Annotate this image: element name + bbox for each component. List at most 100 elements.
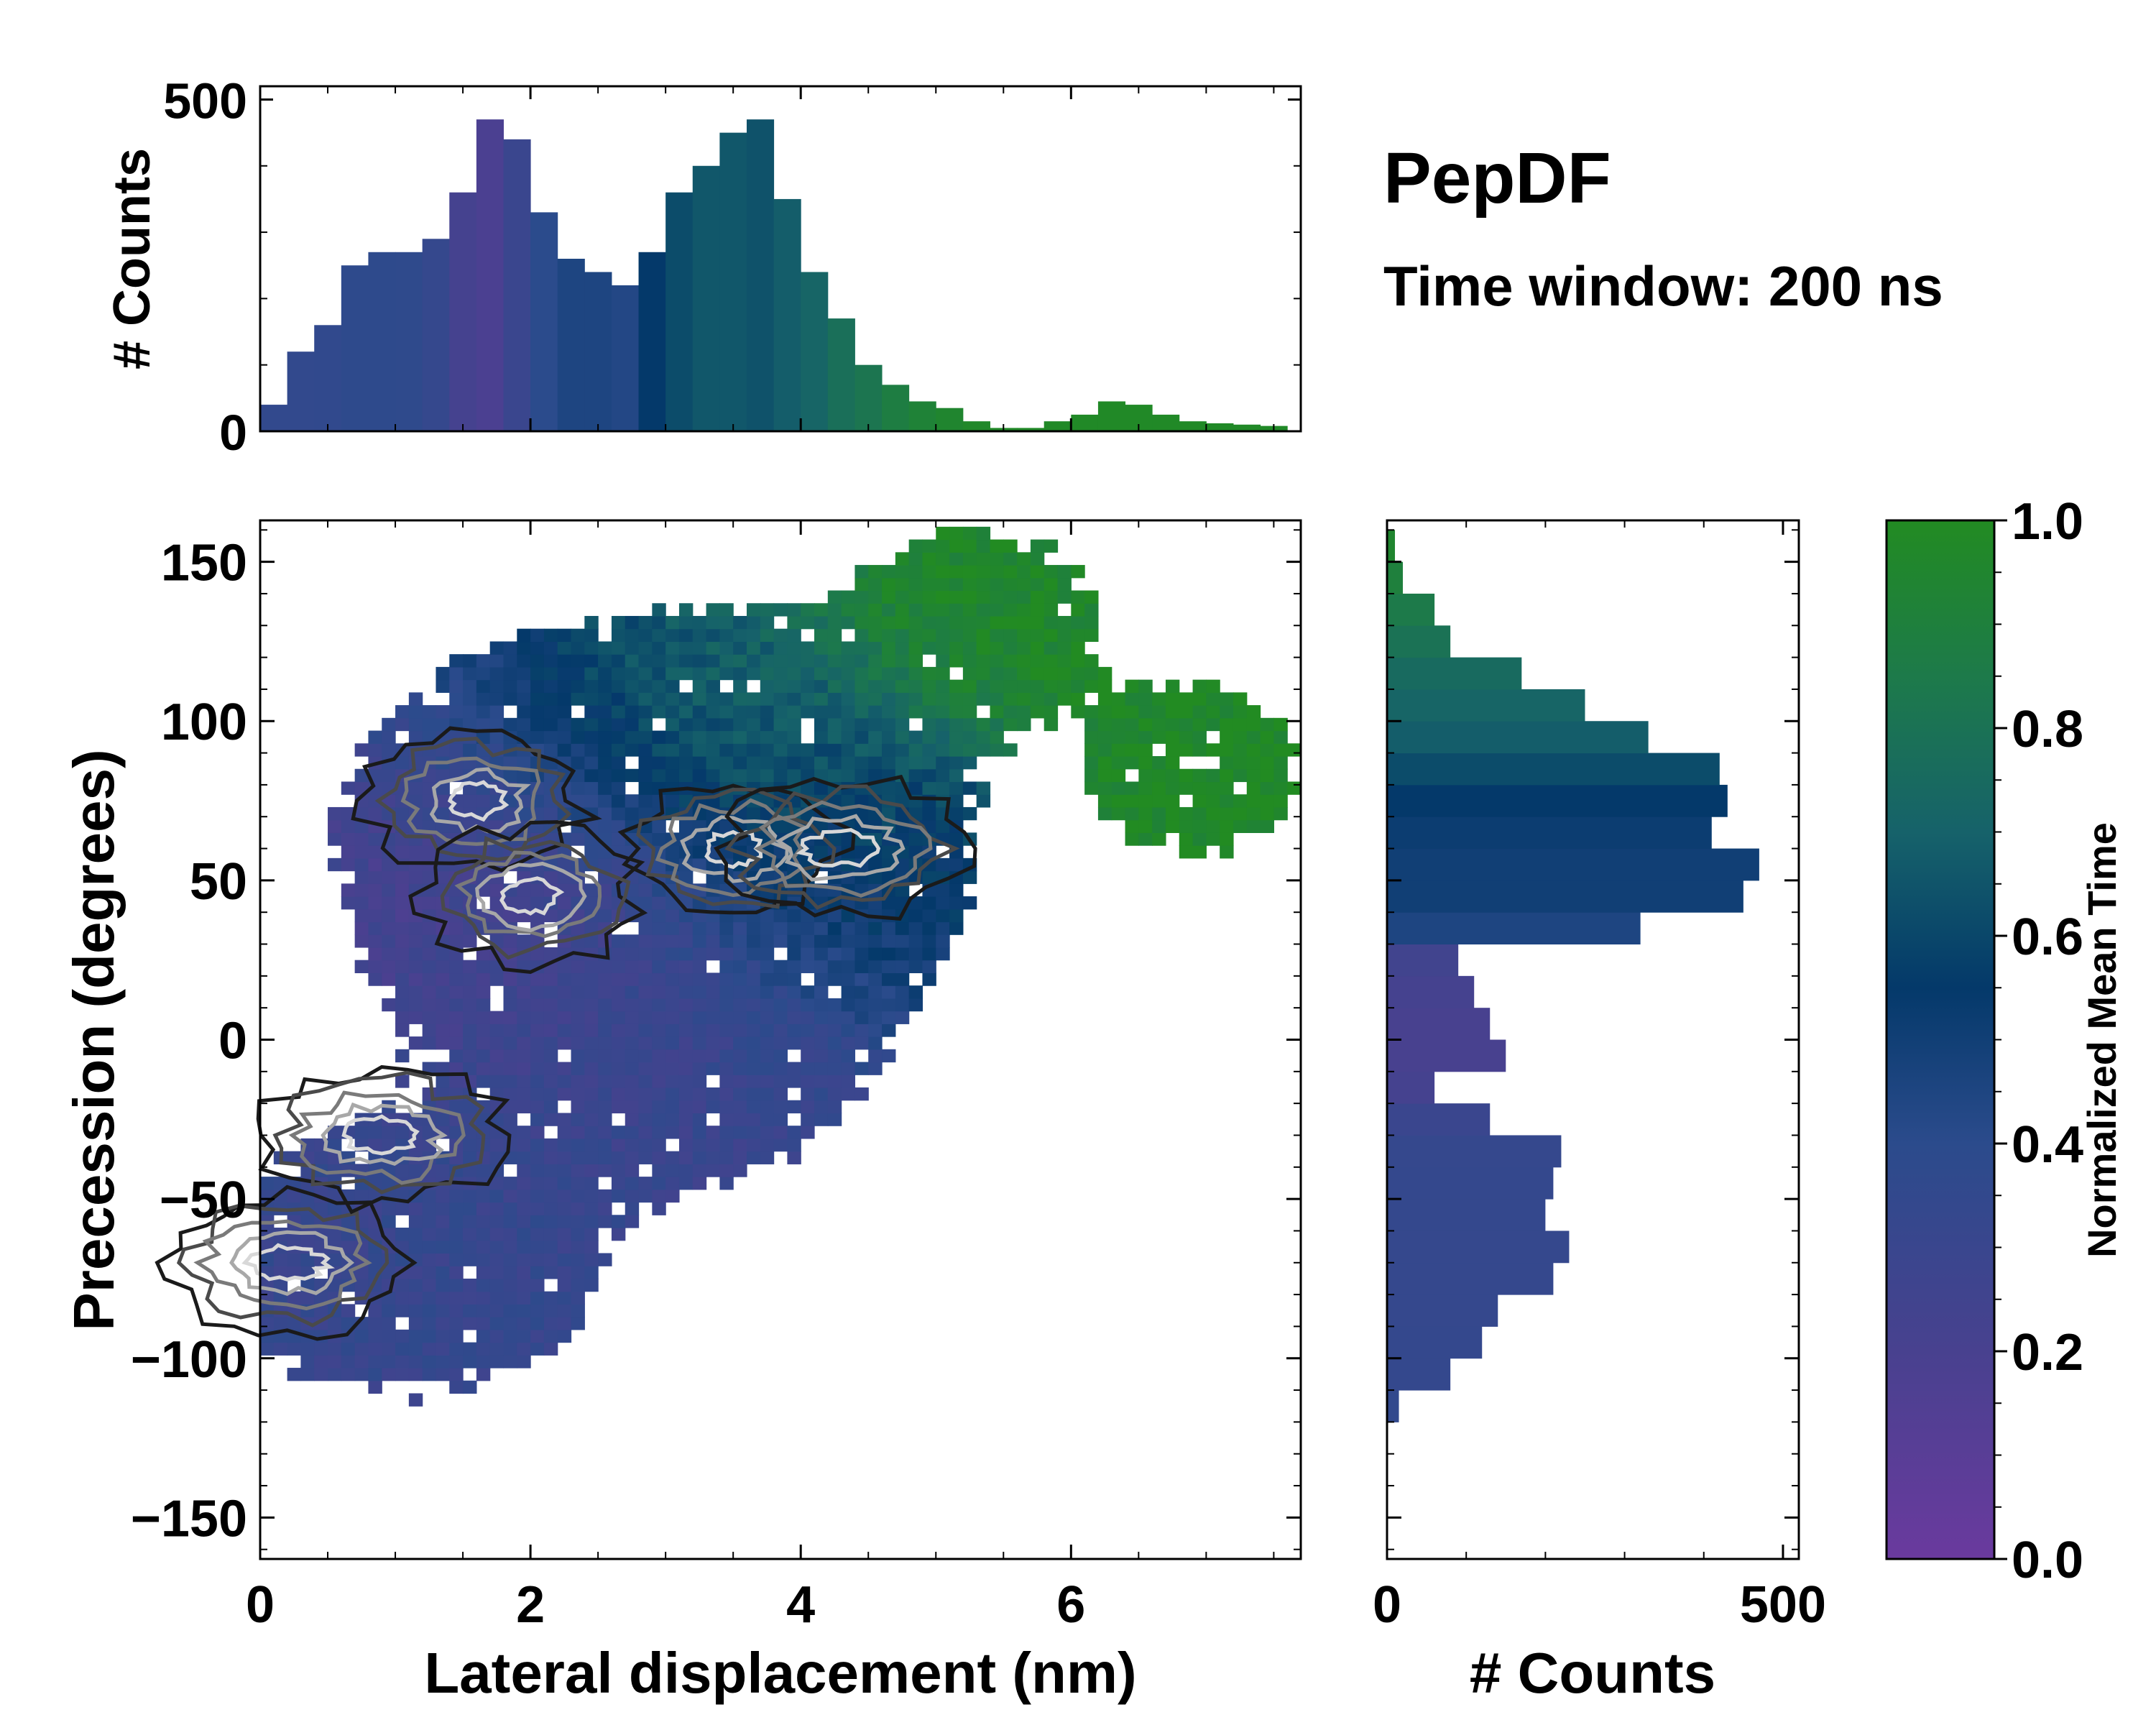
heatmap-cell <box>449 960 464 974</box>
heatmap-cell <box>530 1253 545 1266</box>
heatmap-cell <box>908 577 923 592</box>
heatmap-cell <box>787 615 801 630</box>
heatmap-cell <box>746 615 761 630</box>
heatmap-cell <box>692 1062 707 1075</box>
heatmap-cell <box>517 1329 531 1343</box>
heatmap-cell <box>557 705 572 719</box>
heatmap-cell <box>936 577 950 592</box>
heatmap-cell <box>854 768 869 783</box>
heatmap-cell <box>1030 692 1045 706</box>
heatmap-cell <box>476 1062 491 1075</box>
heatmap-cell <box>868 768 883 783</box>
heatmap-cell <box>719 819 734 833</box>
heatmap-cell <box>476 1024 491 1037</box>
heatmap-cell <box>895 717 910 732</box>
heatmap-cell <box>1030 628 1045 643</box>
heatmap-cell <box>1138 794 1153 808</box>
heatmap-cell <box>976 603 991 617</box>
heatmap-cell <box>408 1291 423 1305</box>
heatmap-cell <box>841 705 856 719</box>
heatmap-cell <box>638 1024 653 1037</box>
heatmap-cell <box>625 1164 640 1177</box>
heatmap-cell <box>652 960 666 974</box>
heatmap-cell <box>530 1202 545 1215</box>
heatmap-cell <box>1138 705 1153 719</box>
heatmap-cell <box>1030 590 1045 604</box>
heatmap-cell <box>773 1113 788 1126</box>
heatmap-cell <box>1273 756 1288 770</box>
heatmap-cell <box>841 743 856 757</box>
heatmap-cell <box>530 1049 545 1063</box>
right-histogram-bar <box>1387 1358 1451 1391</box>
heatmap-cell <box>868 1062 883 1075</box>
heatmap-cell <box>854 1011 869 1024</box>
heatmap-cell <box>787 628 801 643</box>
heatmap-cell <box>530 1100 545 1114</box>
top-histogram-bar <box>1206 423 1234 431</box>
heatmap-cell <box>489 1304 505 1317</box>
heatmap-cell <box>408 1342 423 1356</box>
top-histogram-bar <box>341 265 369 431</box>
heatmap-cell <box>436 1113 450 1126</box>
heatmap-cell <box>436 1355 450 1368</box>
heatmap-cell <box>868 641 883 655</box>
heatmap-cell <box>990 590 1004 604</box>
heatmap-cell <box>787 1126 801 1139</box>
heatmap-cell <box>422 998 437 1012</box>
heatmap-cell <box>1084 603 1099 617</box>
heatmap-cell <box>611 768 626 783</box>
heatmap-cell <box>328 1342 342 1356</box>
heatmap-cell <box>1192 819 1207 833</box>
heatmap-cell <box>733 1024 747 1037</box>
heatmap-cell <box>719 985 734 999</box>
heatmap-cell <box>949 692 964 706</box>
heatmap-cell <box>489 1138 505 1152</box>
heatmap-cell <box>449 1049 464 1063</box>
heatmap-cell <box>476 1215 491 1228</box>
heatmap-cell <box>625 666 640 681</box>
heatmap-cell <box>665 1075 680 1088</box>
density-contour <box>321 1102 448 1167</box>
heatmap-cell <box>436 1189 450 1203</box>
heatmap-cell <box>571 1049 585 1063</box>
heatmap-cell <box>557 1215 572 1228</box>
heatmap-cell <box>936 781 950 795</box>
heatmap-cell <box>625 705 640 719</box>
heatmap-cell <box>949 781 964 795</box>
heatmap-cell <box>841 921 856 935</box>
heatmap-cell <box>395 1291 410 1305</box>
heatmap-cell <box>625 947 640 961</box>
heatmap-cell <box>787 985 801 999</box>
heatmap-cell <box>463 692 477 706</box>
heatmap-cell <box>543 1011 558 1024</box>
heatmap-cell <box>436 998 450 1012</box>
heatmap-cell <box>936 768 950 783</box>
heatmap-cell <box>625 832 640 846</box>
heatmap-cell <box>773 1024 788 1037</box>
heatmap-cell <box>692 1126 707 1139</box>
heatmap-cell <box>692 705 707 719</box>
heatmap-cell <box>625 1049 640 1063</box>
heatmap-cell <box>801 666 815 681</box>
heatmap-cell <box>652 985 666 999</box>
heatmap-cell <box>814 1062 829 1075</box>
heatmap-cell <box>1138 717 1153 732</box>
heatmap-cell <box>638 985 653 999</box>
heatmap-cell <box>1246 705 1261 719</box>
heatmap-cell <box>962 896 977 910</box>
joint-density-contours <box>155 726 977 1341</box>
heatmap-cell <box>801 705 815 719</box>
heatmap-cell <box>1233 768 1248 783</box>
heatmap-cell <box>936 717 950 732</box>
heatmap-cell <box>976 526 991 540</box>
heatmap-cell <box>408 1215 423 1228</box>
heatmap-cell <box>814 654 829 668</box>
heatmap-cell <box>733 666 747 681</box>
main-xtick-label: 0 <box>246 1576 275 1634</box>
heatmap-cell <box>733 1151 747 1164</box>
heatmap-cell <box>625 985 640 999</box>
heatmap-cell <box>530 1329 545 1343</box>
heatmap-cell <box>354 921 369 935</box>
heatmap-cell <box>1220 717 1234 732</box>
